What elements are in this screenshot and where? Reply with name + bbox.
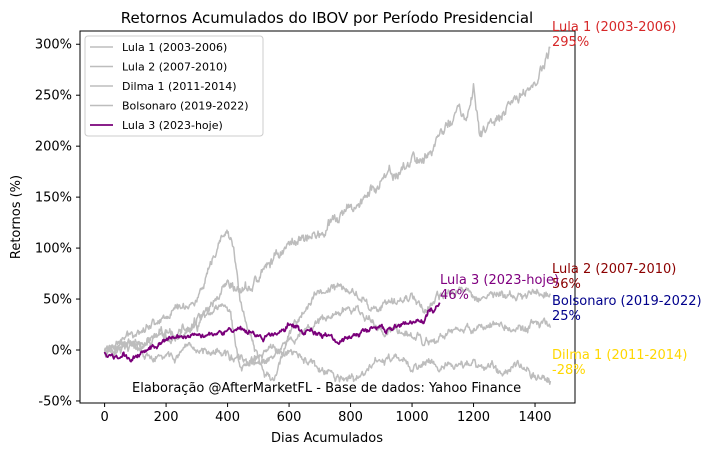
end-annotations: Lula 1 (2003-2006)295% Lula 2 (2007-2010)… (440, 20, 702, 378)
series-line-5 (103, 302, 441, 363)
x-tick-label: 200 (154, 410, 179, 425)
x-tick-label: 1200 (457, 410, 490, 425)
x-tick-label: 0 (100, 410, 108, 425)
x-axis-title: Dias Acumulados (271, 431, 383, 446)
y-tick-label: 300% (35, 38, 72, 53)
series-layer (103, 46, 552, 385)
x-tick-label: 1000 (396, 410, 429, 425)
y-tick-label: -50% (38, 394, 72, 409)
y-tick-label: 250% (35, 89, 72, 104)
annotation-label-4: Bolsonaro (2019-2022) (552, 294, 702, 309)
y-tick-label: 50% (43, 293, 72, 308)
annotation-label-2: Lula 2 (2007-2010) (552, 262, 676, 277)
chart-title: Retornos Acumulados do IBOV por Período … (121, 9, 533, 27)
y-tick-label: 0% (51, 344, 72, 359)
legend-label-5: Lula 3 (2023-hoje) (122, 119, 223, 132)
legend: Lula 1 (2003-2006) Lula 2 (2007-2010) Dilm… (84, 35, 264, 137)
y-tick-label: 200% (35, 140, 72, 155)
legend-label-2: Lula 2 (2007-2010) (122, 61, 227, 74)
x-axis: 0 200 400 600 800 1000 1200 1400 (100, 403, 552, 425)
x-tick-label: 800 (338, 410, 363, 425)
annotation-label-3: Dilma 1 (2011-2014) (552, 348, 687, 363)
legend-label-3: Dilma 1 (2011-2014) (122, 80, 237, 93)
series-line-1 (103, 46, 551, 359)
annotation-value-1: 295% (552, 35, 589, 50)
y-tick-label: 100% (35, 242, 72, 257)
annotation-value-5: 46% (440, 288, 469, 303)
credit-text: Elaboração @AfterMarketFL - Base de dado… (132, 381, 521, 396)
series-line-2 (104, 229, 552, 382)
x-tick-label: 600 (277, 410, 302, 425)
legend-box (84, 35, 264, 137)
legend-label-1: Lula 1 (2003-2006) (122, 41, 227, 54)
annotation-label-1: Lula 1 (2003-2006) (552, 20, 676, 35)
y-axis-title: Retornos (%) (9, 175, 24, 259)
annotation-value-2: 56% (552, 277, 581, 292)
annotation-value-4: 25% (552, 309, 581, 324)
annotation-value-3: -28% (552, 363, 586, 378)
plot-frame (79, 30, 576, 404)
annotation-label-5: Lula 3 (2023-hoje) (440, 273, 559, 288)
legend-label-4: Bolsonaro (2019-2022) (122, 100, 249, 113)
y-tick-label: 150% (35, 191, 72, 206)
series-line-3 (103, 340, 552, 385)
x-tick-label: 400 (215, 410, 240, 425)
y-axis: -50% 0% 50% 100% 150% 200% 250% 300% (35, 38, 80, 409)
x-tick-label: 1400 (518, 410, 551, 425)
